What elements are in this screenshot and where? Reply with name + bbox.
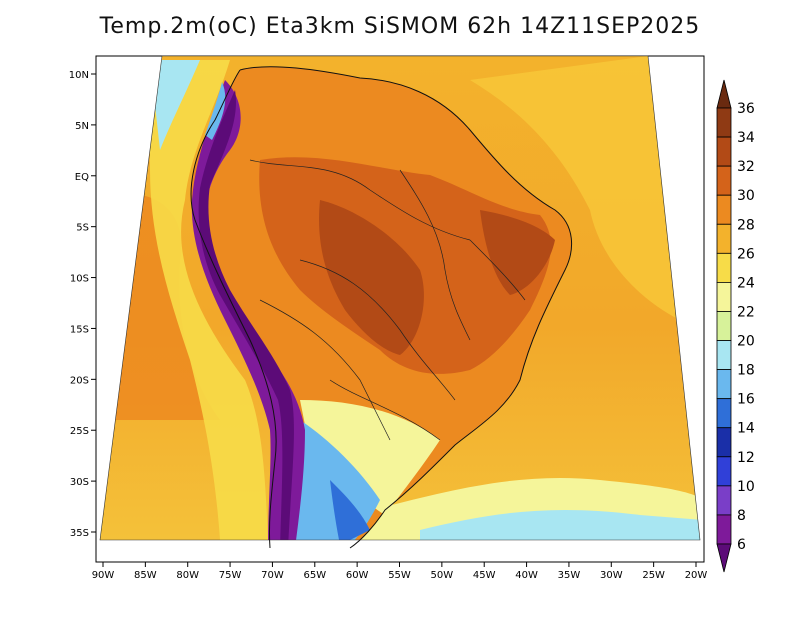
lat-tick-label: 35S [70, 528, 89, 539]
latitude-axis: 10N 5N EQ 5S 10S 15S 20S 25S 30S 35S [69, 70, 96, 539]
colorbar-swatch [716, 485, 732, 516]
lon-tick-label: 75W [219, 570, 242, 581]
lon-tick-label: 65W [303, 570, 326, 581]
colorbar-label: 20 [737, 334, 755, 350]
pacific-cool-north [150, 60, 200, 150]
colorbar-label: 28 [737, 217, 755, 233]
colorbar-swatch [716, 281, 732, 312]
lon-tick-label: 30W [600, 570, 623, 581]
colorbar-label: 24 [737, 275, 755, 291]
colorbar-label: 12 [737, 450, 755, 466]
colorbar-swatch [716, 456, 732, 487]
pacific-coastal-band [150, 60, 268, 540]
longitude-axis: 90W 85W 80W 75W 70W 65W 60W 55W 50W 45W 40W 35W 30W 2… [92, 562, 708, 581]
colorbar-swatch [716, 398, 732, 429]
atlantic-coastline [239, 66, 573, 549]
lon-tick-label: 45W [473, 570, 496, 581]
pacific-coastline [190, 69, 277, 549]
lon-tick-label: 20W [685, 570, 708, 581]
colorbar-label: 34 [737, 130, 755, 146]
atlantic-tropical [470, 56, 680, 320]
colorbar-label: 36 [737, 101, 755, 117]
lat-tick-label: 10S [70, 274, 89, 285]
lon-tick-label: 90W [92, 570, 115, 581]
lat-tick-label: 15S [70, 324, 89, 335]
lat-tick-label: 20S [70, 375, 89, 386]
lon-tick-label: 35W [558, 570, 581, 581]
colorbar-arrow-bottom [716, 543, 732, 573]
colorbar-swatch [716, 252, 732, 283]
lon-tick-label: 70W [261, 570, 284, 581]
colombian-andes-cool [205, 82, 226, 140]
lon-tick-label: 50W [431, 570, 454, 581]
lat-tick-label: 25S [70, 426, 89, 437]
field-layer [100, 56, 700, 540]
colorbar-swatch [716, 194, 732, 225]
lat-tick-label: 30S [70, 477, 89, 488]
colorbar-swatch [716, 136, 732, 167]
country-borders [249, 159, 526, 441]
colorbar: 36 34 32 30 28 26 24 22 20 18 16 14 12 10 8 6 [716, 79, 755, 573]
lon-tick-label: 40W [515, 570, 538, 581]
colorbar-swatch [716, 427, 732, 458]
lat-tick-label: 5S [76, 223, 89, 234]
lon-tick-label: 85W [134, 570, 157, 581]
colorbar-label: 22 [737, 304, 755, 320]
map-title: Temp.2m(oC) Eta3km SiSMOM 62h 14Z11SEP20… [99, 14, 701, 39]
colorbar-swatch [716, 223, 732, 254]
interior-hottest-region [319, 200, 424, 355]
lon-tick-label: 80W [176, 570, 199, 581]
colorbar-label: 18 [737, 363, 755, 379]
south-cold-region [330, 480, 370, 540]
atlantic-south-cool [420, 510, 700, 540]
colorbar-swatch [716, 107, 732, 138]
colorbar-label: 14 [737, 421, 755, 437]
colorbar-label: 16 [737, 392, 755, 408]
lat-tick-label: 10N [69, 70, 89, 81]
lon-tick-label: 25W [642, 570, 665, 581]
lon-tick-label: 55W [388, 570, 411, 581]
domain-boundary [99, 55, 701, 541]
colorbar-label: 30 [737, 188, 755, 204]
colorbar-swatch [716, 340, 732, 370]
colorbar-swatch [716, 514, 732, 545]
colorbar-label: 8 [737, 508, 746, 524]
andes-coldest-core [198, 90, 294, 540]
colorbar-label: 26 [737, 246, 755, 262]
colorbar-label: 32 [737, 159, 755, 175]
colorbar-label: 10 [737, 479, 755, 495]
colorbar-label: 6 [737, 537, 746, 553]
northeast-hot-region [480, 210, 555, 295]
lon-tick-label: 60W [346, 570, 369, 581]
andes-cold-band [191, 80, 305, 540]
colorbar-swatch [716, 311, 732, 341]
colorbar-swatch [716, 369, 732, 400]
lat-tick-label: EQ [75, 172, 89, 183]
south-mild-region [300, 400, 440, 515]
colorbar-swatch [716, 165, 732, 196]
colorbar-arrow-top [716, 79, 732, 109]
lat-tick-label: 5N [75, 121, 89, 132]
